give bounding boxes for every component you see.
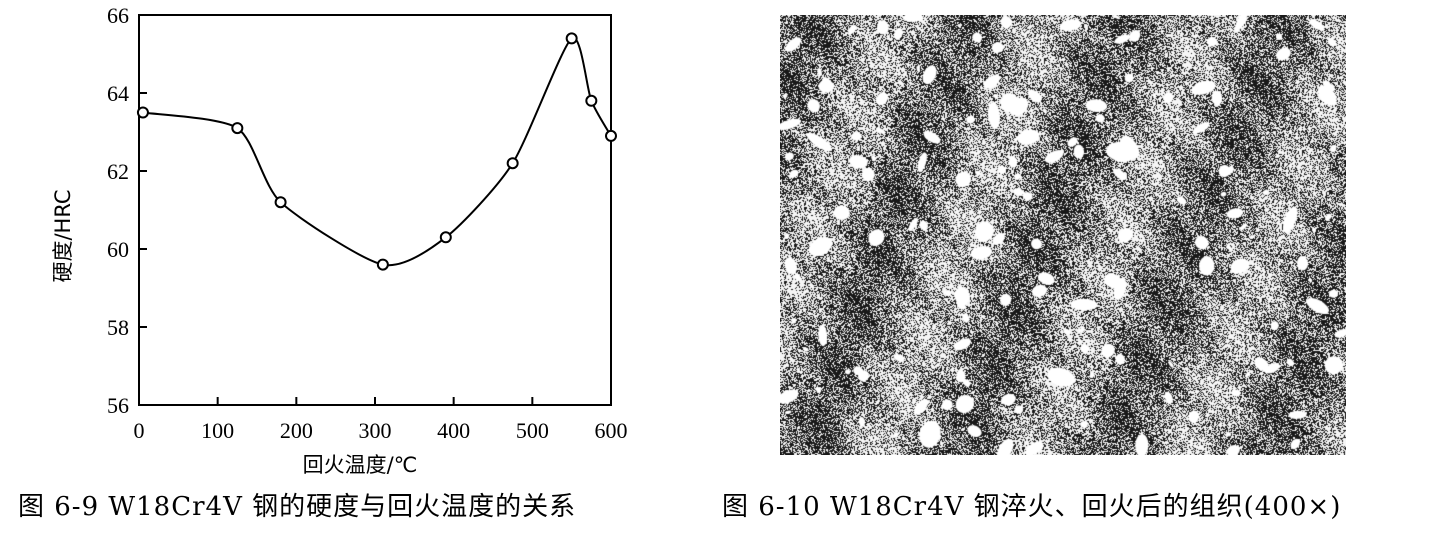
data-point <box>605 129 617 142</box>
y-tick-label: 56 <box>107 393 129 418</box>
data-series <box>136 32 617 271</box>
y-tick-label: 66 <box>107 3 129 28</box>
hardness-chart: 0 100 200 300 400 500 600 56 58 60 62 64 66 硬度/HRC 回… <box>51 3 628 477</box>
figure-caption-6-10: 图 6-10 W18Cr4V 钢淬火、回火后的组织(400×) <box>722 492 1342 522</box>
y-tick-label: 62 <box>107 159 129 184</box>
data-point <box>376 258 389 271</box>
x-tick-label: 100 <box>201 418 234 443</box>
micrograph-image <box>780 15 1346 455</box>
data-point <box>506 157 519 170</box>
figure-caption-6-9: 图 6-9 W18Cr4V 钢的硬度与回火温度的关系 <box>18 492 577 522</box>
y-tick-label: 64 <box>107 81 129 106</box>
plot-frame <box>138 14 612 406</box>
data-point <box>136 106 149 119</box>
y-axis-title: 硬度/HRC <box>51 189 75 282</box>
x-tick-label: 200 <box>280 418 313 443</box>
axes <box>138 14 612 406</box>
series-line <box>142 37 612 267</box>
y-tick-label: 58 <box>107 315 129 340</box>
data-point <box>274 196 287 209</box>
data-point <box>565 32 578 45</box>
x-tick-label: 400 <box>437 418 470 443</box>
data-point <box>439 231 452 244</box>
x-axis-title: 回火温度/℃ <box>303 453 418 477</box>
x-tick-label: 500 <box>516 418 549 443</box>
data-point <box>231 122 244 135</box>
x-tick-label: 300 <box>359 418 392 443</box>
x-tick-label: 600 <box>595 418 628 443</box>
data-point <box>585 94 598 107</box>
y-tick-label: 60 <box>107 237 129 262</box>
x-tick-label: 0 <box>134 418 145 443</box>
ticks: 0 100 200 300 400 500 600 56 58 60 62 64 66 <box>107 3 628 443</box>
